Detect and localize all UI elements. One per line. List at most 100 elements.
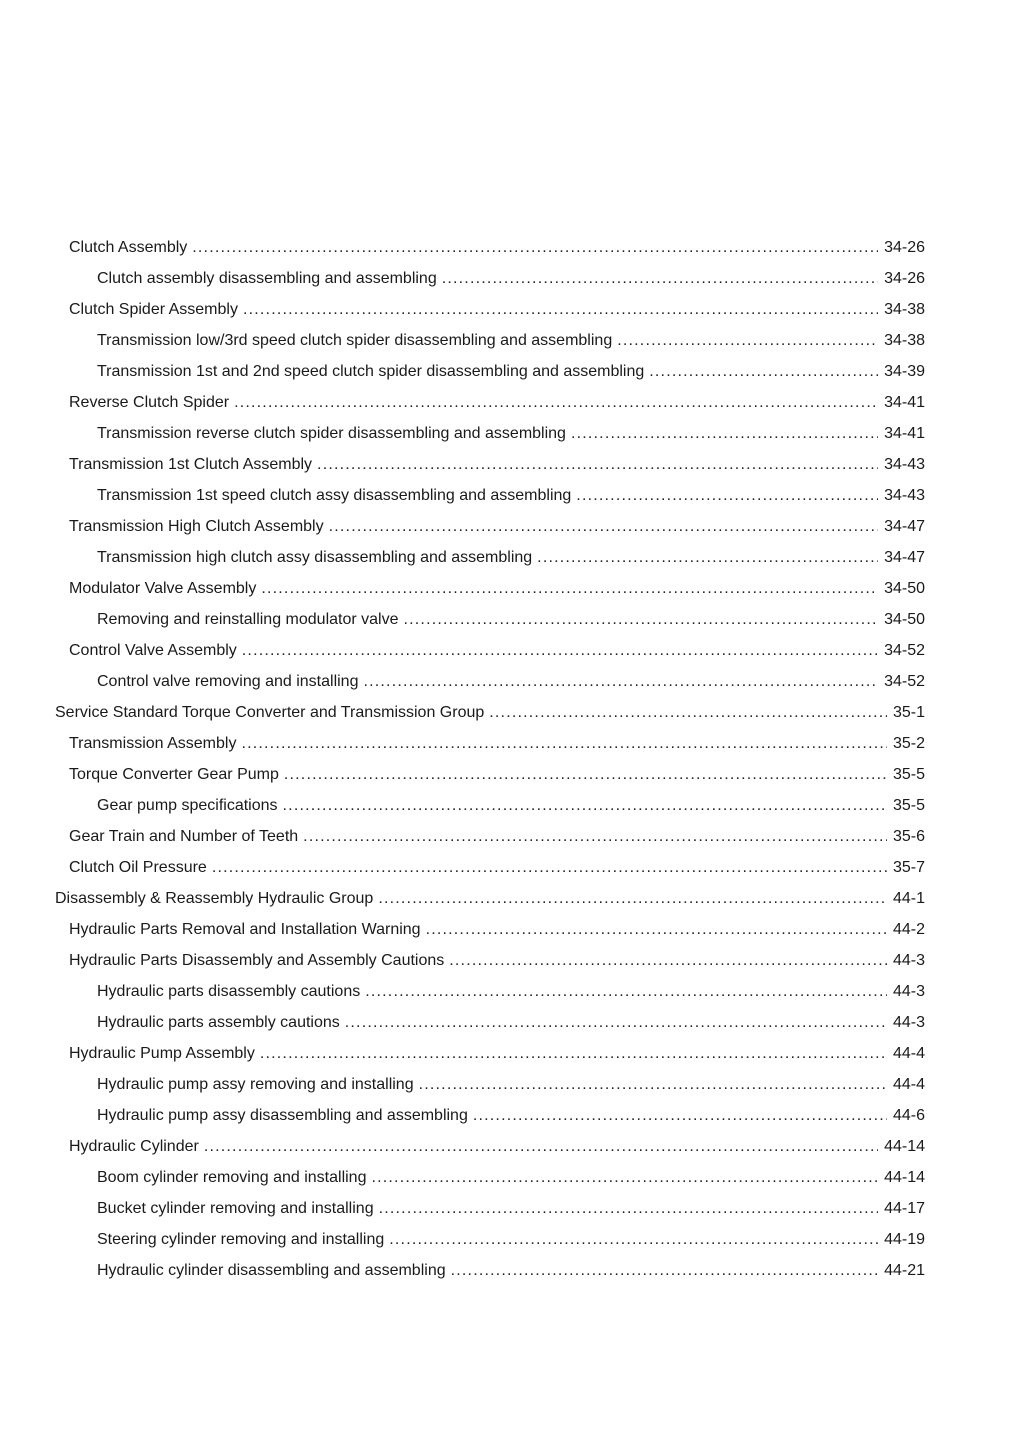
dot-leader: ........................................…: [450, 1262, 878, 1279]
dot-leader: ........................................…: [378, 890, 887, 907]
toc-entry-label: Hydraulic Parts Disassembly and Assembly…: [69, 952, 445, 969]
dot-leader: ........................................…: [365, 983, 887, 1000]
toc-entry-label: Hydraulic Cylinder: [69, 1138, 199, 1155]
toc-entry: Transmission 1st Clutch Assembly .......…: [55, 449, 925, 480]
toc-entry: Hydraulic Parts Removal and Installation…: [55, 914, 925, 945]
toc-entry-page-number: 34-52: [884, 642, 925, 659]
toc-entry: Control Valve Assembly .................…: [55, 635, 925, 666]
dot-leader: ........................................…: [472, 1107, 887, 1124]
dot-leader: ........................................…: [282, 797, 887, 814]
toc-entry-label: Torque Converter Gear Pump: [69, 766, 279, 783]
dot-leader: ........................................…: [242, 301, 878, 318]
dot-leader: ........................................…: [389, 1231, 878, 1248]
dot-leader: ........................................…: [403, 611, 879, 628]
toc-entry-label: Transmission 1st speed clutch assy disas…: [97, 487, 572, 504]
toc-entry: Clutch Oil Pressure ....................…: [55, 852, 925, 883]
toc-entry-label: Hydraulic Parts Removal and Installation…: [69, 921, 421, 938]
toc-entry: Hydraulic pump assy disassembling and as…: [55, 1100, 925, 1131]
toc-entry-label: Steering cylinder removing and installin…: [97, 1231, 385, 1248]
toc-entry-page-number: 34-52: [884, 673, 925, 690]
toc-entry: Boom cylinder removing and installing ..…: [55, 1162, 925, 1193]
toc-entry-page-number: 44-3: [892, 1014, 925, 1031]
dot-leader: ........................................…: [211, 859, 887, 876]
dot-leader: ........................................…: [234, 394, 878, 411]
toc-entry-page-number: 34-39: [884, 363, 925, 380]
toc-entry-label: Transmission High Clutch Assembly: [69, 518, 324, 535]
toc-entry-page-number: 34-47: [884, 549, 925, 566]
toc-entry: Reverse Clutch Spider ..................…: [55, 387, 925, 418]
toc-entry: Bucket cylinder removing and installing …: [55, 1193, 925, 1224]
toc-entry-label: Clutch assembly disassembling and assemb…: [97, 270, 437, 287]
toc-entry-page-number: 35-2: [892, 735, 925, 752]
toc-entry-page-number: 44-21: [884, 1262, 925, 1279]
dot-leader: ........................................…: [203, 1138, 878, 1155]
toc-entry: Clutch Assembly ........................…: [55, 232, 925, 263]
toc-entry: Torque Converter Gear Pump .............…: [55, 759, 925, 790]
dot-leader: ........................................…: [283, 766, 887, 783]
toc-entry: Gear Train and Number of Teeth .........…: [55, 821, 925, 852]
toc-entry-label: Transmission high clutch assy disassembl…: [97, 549, 533, 566]
toc-entry-label: Control Valve Assembly: [69, 642, 237, 659]
toc-entry: Steering cylinder removing and installin…: [55, 1224, 925, 1255]
toc-entry: Transmission Assembly ..................…: [55, 728, 925, 759]
toc-entry-page-number: 34-43: [884, 487, 925, 504]
toc-entry-label: Transmission low/3rd speed clutch spider…: [97, 332, 613, 349]
toc-entry-page-number: 34-26: [884, 270, 925, 287]
toc-entry: Transmission high clutch assy disassembl…: [55, 542, 925, 573]
toc-entry: Hydraulic Cylinder .....................…: [55, 1131, 925, 1162]
toc-entry-label: Gear Train and Number of Teeth: [69, 828, 299, 845]
toc-entry-label: Boom cylinder removing and installing: [97, 1169, 367, 1186]
toc-entry-page-number: 35-7: [892, 859, 925, 876]
dot-leader: ........................................…: [363, 673, 878, 690]
toc-entry: Hydraulic pump assy removing and install…: [55, 1069, 925, 1100]
toc-entry-label: Hydraulic pump assy removing and install…: [97, 1076, 414, 1093]
toc-entry-page-number: 34-50: [884, 580, 925, 597]
toc-entry: Transmission 1st and 2nd speed clutch sp…: [55, 356, 925, 387]
toc-entry-page-number: 44-3: [892, 983, 925, 1000]
dot-leader: ........................................…: [241, 735, 887, 752]
dot-leader: ........................................…: [649, 363, 878, 380]
toc-entry-page-number: 35-5: [892, 797, 925, 814]
toc-entry-page-number: 44-4: [892, 1045, 925, 1062]
toc-entry: Disassembly & Reassembly Hydraulic Group…: [55, 883, 925, 914]
dot-leader: ........................................…: [449, 952, 887, 969]
toc-entry-page-number: 35-6: [892, 828, 925, 845]
toc-entry-page-number: 34-41: [884, 425, 925, 442]
toc-entry-page-number: 44-3: [892, 952, 925, 969]
toc-entry-page-number: 44-19: [884, 1231, 925, 1248]
toc-entry-page-number: 44-4: [892, 1076, 925, 1093]
dot-leader: ........................................…: [537, 549, 878, 566]
toc-entry: Hydraulic parts disassembly cautions ...…: [55, 976, 925, 1007]
dot-leader: ........................................…: [576, 487, 878, 504]
toc-entry: Control valve removing and installing ..…: [55, 666, 925, 697]
dot-leader: ........................................…: [261, 580, 879, 597]
toc-entry-label: Control valve removing and installing: [97, 673, 359, 690]
toc-entry-label: Transmission 1st Clutch Assembly: [69, 456, 313, 473]
toc-entry-page-number: 34-43: [884, 456, 925, 473]
toc-entry-label: Hydraulic parts disassembly cautions: [97, 983, 361, 1000]
toc-entry-label: Transmission Assembly: [69, 735, 237, 752]
toc-entry: Service Standard Torque Converter and Tr…: [55, 697, 925, 728]
toc-entry-page-number: 35-1: [892, 704, 925, 721]
toc-entry-label: Hydraulic Pump Assembly: [69, 1045, 255, 1062]
toc-entry-page-number: 34-38: [884, 301, 925, 318]
toc-entry-page-number: 35-5: [892, 766, 925, 783]
toc-entry-label: Removing and reinstalling modulator valv…: [97, 611, 399, 628]
toc-entry-page-number: 34-26: [884, 239, 925, 256]
toc-entry-label: Modulator Valve Assembly: [69, 580, 257, 597]
toc-entry: Hydraulic Pump Assembly ................…: [55, 1038, 925, 1069]
toc-entry-page-number: 34-47: [884, 518, 925, 535]
dot-leader: ........................................…: [425, 921, 887, 938]
dot-leader: ........................................…: [192, 239, 878, 256]
toc-entry-label: Clutch Spider Assembly: [69, 301, 238, 318]
toc-entry: Transmission reverse clutch spider disas…: [55, 418, 925, 449]
toc-entry-page-number: 44-6: [892, 1107, 925, 1124]
toc-entry-label: Clutch Oil Pressure: [69, 859, 207, 876]
toc-entry: Removing and reinstalling modulator valv…: [55, 604, 925, 635]
toc-entry: Gear pump specifications ...............…: [55, 790, 925, 821]
toc-entry-label: Service Standard Torque Converter and Tr…: [55, 704, 485, 721]
toc-entry-page-number: 44-2: [892, 921, 925, 938]
toc-entry: Hydraulic cylinder disassembling and ass…: [55, 1255, 925, 1286]
toc-entry-page-number: 44-17: [884, 1200, 925, 1217]
